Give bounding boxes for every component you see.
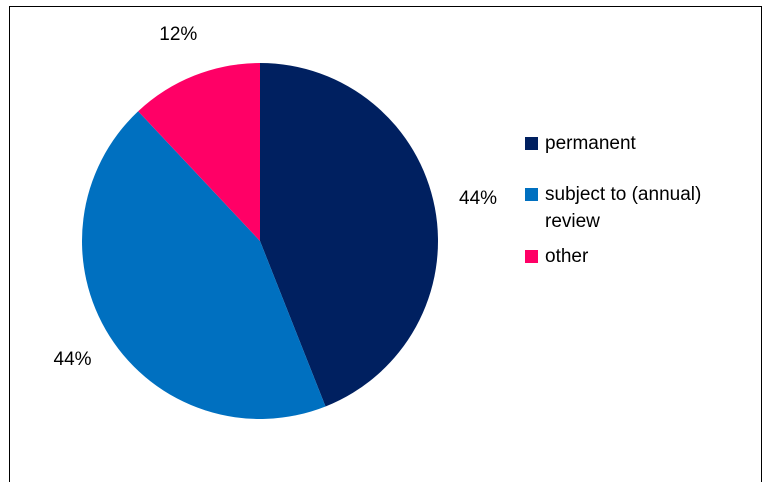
legend-label-other: other	[545, 246, 589, 267]
legend-item-other: other	[525, 243, 760, 270]
legend-swatch-permanent	[525, 137, 538, 150]
legend-swatch-other	[525, 250, 538, 263]
data-label-subject-to-annual-review: 44%	[53, 348, 92, 370]
legend-item-subject-to-annual-review: subject to (annual) review	[525, 181, 760, 235]
pie-slice-subject-to-annual-review	[82, 111, 326, 419]
legend: permanent subject to (annual) review oth…	[525, 130, 760, 270]
pie-slice-other	[138, 63, 260, 241]
data-label-other: 12%	[159, 23, 198, 45]
pie-slices	[82, 63, 439, 419]
legend-item-permanent: permanent	[525, 130, 760, 157]
legend-label-subject-to-annual-review: subject to (annual) review	[545, 184, 702, 232]
pie-slice-permanent	[260, 63, 439, 407]
chart-frame	[9, 6, 762, 482]
legend-label-permanent: permanent	[545, 133, 636, 154]
data-label-permanent: 44%	[459, 188, 498, 210]
legend-swatch-subject-to-annual-review	[525, 188, 538, 201]
